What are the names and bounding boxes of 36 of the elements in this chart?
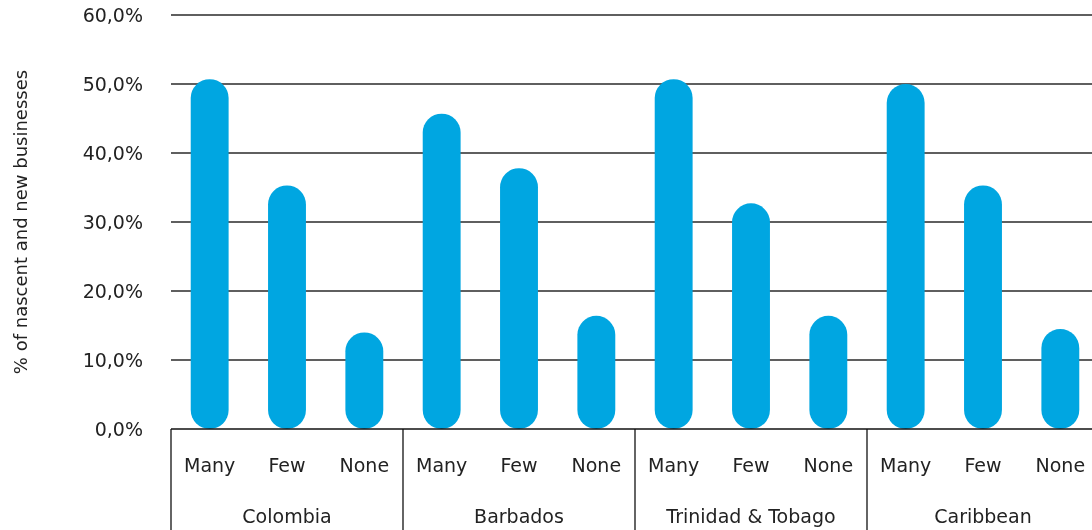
y-tick-label: 40,0% (82, 141, 143, 164)
text: Many (880, 454, 932, 476)
text: Many (184, 454, 236, 476)
y-tick-label: 30,0% (82, 210, 143, 233)
bar (732, 203, 770, 429)
bar (886, 84, 925, 429)
x-tick-label: Colombia (242, 505, 332, 527)
bar (268, 185, 306, 429)
bar (345, 332, 384, 429)
bar (190, 79, 229, 429)
series-label: None (1035, 454, 1086, 476)
y-tick-label: 10,0% (82, 348, 143, 371)
text: Many (648, 454, 700, 476)
y-tick-label: 0,0% (94, 417, 143, 440)
x-tick-label: Barbados (474, 505, 564, 527)
series-label: Many (416, 454, 468, 476)
bar (809, 315, 848, 429)
x-tick-label: Caribbean (934, 505, 1032, 527)
y-axis-title: % of nascent and new businesses (10, 69, 31, 375)
series-label: Few (268, 454, 306, 476)
text: Few (732, 454, 770, 476)
text: None (339, 454, 390, 476)
y-tick-label: 20,0% (82, 279, 143, 302)
x-tick-label: Trinidad & Tobago (665, 505, 836, 527)
bar (654, 79, 693, 429)
y-tick-label: 60,0% (82, 3, 143, 26)
bar (500, 168, 538, 429)
bar (422, 113, 461, 429)
text: Few (964, 454, 1002, 476)
y-tick-label: 50,0% (82, 72, 143, 95)
text: Few (500, 454, 538, 476)
text: None (571, 454, 622, 476)
bar (964, 185, 1002, 429)
text: None (803, 454, 854, 476)
bar (1041, 328, 1080, 429)
bar (577, 315, 616, 429)
